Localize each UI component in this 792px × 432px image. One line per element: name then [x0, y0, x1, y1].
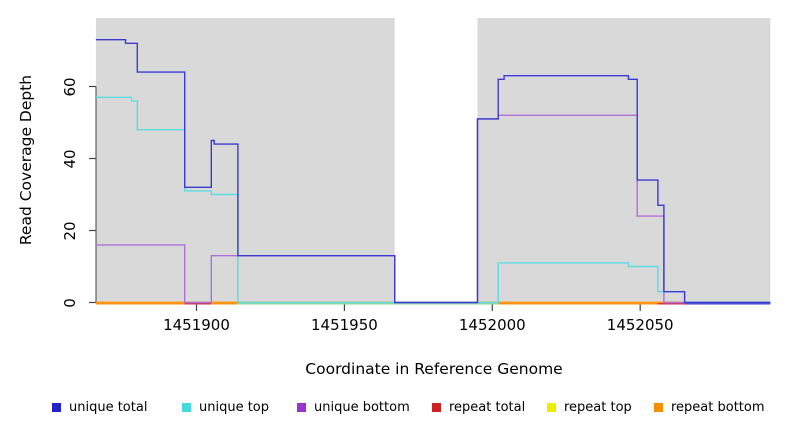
legend-label: unique bottom: [314, 399, 410, 415]
legend-entry-unique-total: unique total: [52, 399, 147, 415]
x-tick-label: 1452000: [458, 316, 526, 334]
series-unique-total: [95, 39, 771, 304]
y-axis-title: Read Coverage Depth: [17, 74, 35, 246]
y-tick-label: 20: [61, 220, 79, 241]
legend-entry-repeat-top: repeat top: [547, 399, 632, 415]
unique-top-swatch-icon: [182, 402, 191, 412]
unique-bottom-swatch-icon: [297, 402, 306, 412]
legend-label: unique total: [69, 399, 148, 415]
repeat-top-swatch-icon: [547, 402, 556, 412]
unique-total-swatch-icon: [52, 402, 61, 412]
repeat-bottom-swatch-icon: [654, 402, 663, 412]
x-tick-label: 1452050: [606, 316, 674, 334]
y-tick-label: 0: [61, 297, 79, 308]
legend: unique total unique top unique bottom re…: [0, 399, 792, 419]
y-tick-label: 40: [61, 148, 79, 169]
legend-entry-unique-top: unique top: [182, 399, 269, 415]
x-axis-title: Coordinate in Reference Genome: [305, 360, 563, 378]
x-tick-label: 1451950: [310, 316, 378, 334]
legend-entry-repeat-bottom: repeat bottom: [654, 399, 765, 415]
legend-label: repeat bottom: [671, 399, 765, 415]
legend-entry-repeat-total: repeat total: [432, 399, 525, 415]
legend-label: repeat top: [564, 399, 632, 415]
background-block: [95, 18, 395, 303]
legend-entry-unique-bottom: unique bottom: [297, 399, 410, 415]
repeat-total-swatch-icon: [432, 402, 441, 412]
background-block: [477, 18, 771, 303]
y-tick-label: 60: [61, 76, 79, 97]
x-tick-label: 1451900: [163, 316, 230, 334]
legend-label: unique top: [199, 399, 270, 415]
legend-label: repeat total: [449, 399, 526, 415]
